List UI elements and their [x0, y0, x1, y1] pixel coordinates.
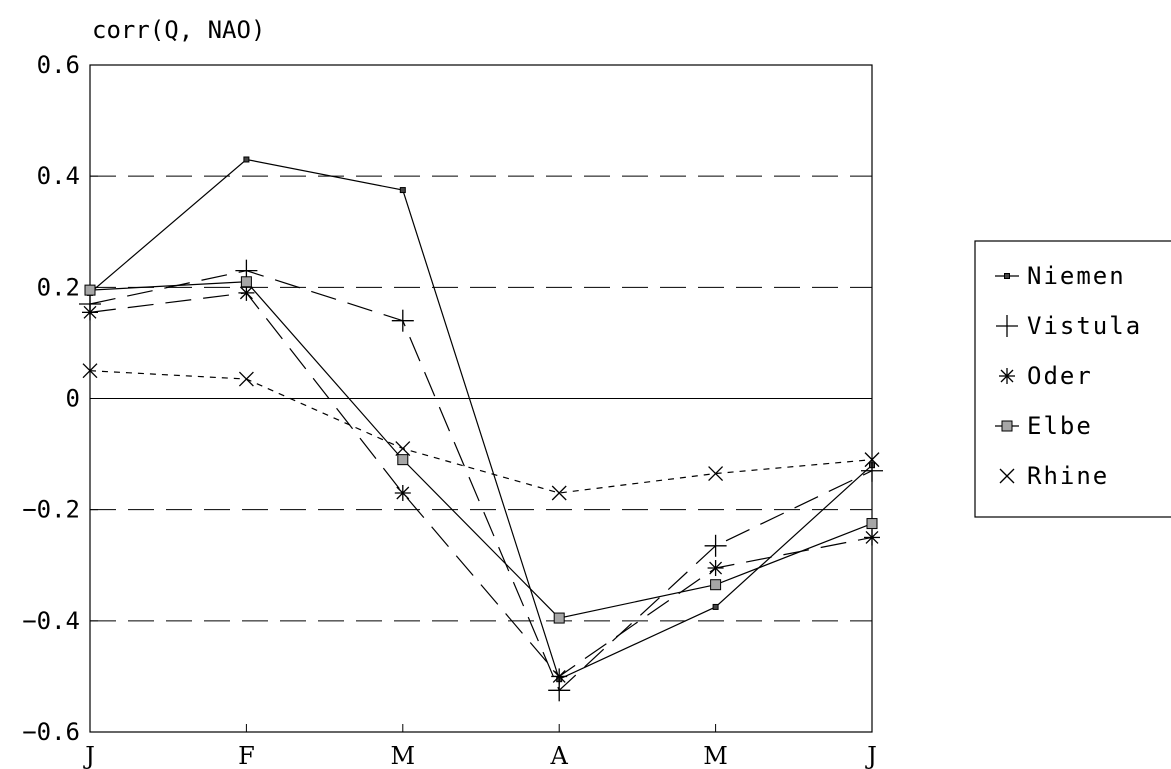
series-rhine — [82, 363, 880, 501]
data-point-rhine — [551, 485, 567, 501]
legend-label-elbe: Elbe — [1027, 412, 1093, 440]
legend-item-oder: Oder — [999, 362, 1093, 390]
x-tick-label: J — [864, 742, 877, 769]
series-vistula — [79, 259, 883, 702]
series-niemen — [87, 156, 875, 683]
data-point-vistula — [704, 534, 727, 557]
x-tick-label: A — [550, 742, 569, 769]
data-point-oder — [707, 560, 724, 577]
y-tick-label: 0.2 — [37, 273, 80, 301]
legend-label-rhine: Rhine — [1027, 462, 1109, 490]
legend-item-vistula: Vistula — [996, 312, 1142, 340]
y-tick-label: −0.2 — [22, 496, 80, 524]
data-point-niemen — [243, 156, 250, 163]
data-point-elbe — [553, 612, 565, 624]
legend-marker-vistula — [996, 315, 1018, 337]
x-tick-label: J — [82, 742, 95, 769]
series-line-oder — [89, 292, 873, 678]
data-point-rhine — [82, 363, 98, 379]
data-point-rhine — [395, 441, 411, 456]
data-point-rhine — [864, 452, 880, 468]
legend-item-niemen: Niemen — [995, 262, 1126, 290]
data-point-vistula — [391, 309, 414, 332]
legend-marker-rhine — [999, 468, 1015, 484]
legend-box — [974, 240, 1171, 518]
data-point-elbe — [397, 454, 409, 466]
chart-title: corr(Q, NAO) — [92, 16, 265, 44]
data-point-elbe — [866, 518, 878, 530]
x-tick-label: M — [703, 742, 728, 769]
series-oder — [82, 284, 880, 685]
y-tick-label: 0.4 — [37, 162, 80, 190]
legend-marker-niemen — [1004, 273, 1010, 279]
data-point-elbe — [710, 579, 722, 591]
data-point-niemen — [399, 187, 406, 194]
y-axis-ticks: 0.6 0.4 0.2 0 −0.2 −0.4 −0.6 — [22, 51, 98, 746]
x-tick-label: F — [238, 742, 255, 769]
data-point-rhine — [238, 371, 254, 387]
y-tick-label: −0.4 — [22, 607, 80, 635]
series-line-niemen — [89, 158, 873, 681]
data-point-oder — [82, 304, 98, 321]
series-line-elbe — [89, 281, 873, 619]
data-point-rhine — [708, 466, 724, 481]
y-tick-label: 0 — [66, 385, 80, 413]
data-point-elbe — [240, 276, 252, 288]
legend-item-elbe: Elbe — [995, 412, 1093, 440]
data-point-oder — [238, 284, 255, 301]
y-tick-label: −0.6 — [22, 718, 80, 746]
legend-marker-oder — [999, 368, 1015, 384]
series-line-vistula — [89, 270, 873, 692]
legend-label-vistula: Vistula — [1027, 312, 1142, 340]
legend-item-rhine: Rhine — [999, 462, 1109, 490]
legend-label-niemen: Niemen — [1027, 262, 1126, 290]
legend-marker-elbe — [1001, 420, 1013, 432]
data-point-oder — [394, 484, 411, 501]
data-point-oder — [551, 668, 568, 685]
series-layer — [79, 156, 883, 702]
legend-label-oder: Oder — [1027, 362, 1093, 390]
y-tick-label: 0.6 — [37, 51, 80, 79]
series-line-rhine — [89, 370, 873, 494]
x-tick-label: M — [391, 742, 416, 769]
data-point-vistula — [861, 459, 883, 482]
data-point-niemen — [712, 603, 719, 610]
reference-lines — [90, 175, 872, 622]
legend: Niemen Vistula Oder Elbe Rhine — [974, 240, 1171, 518]
data-point-oder — [864, 529, 880, 546]
data-point-elbe — [84, 284, 96, 296]
series-elbe — [84, 276, 878, 624]
